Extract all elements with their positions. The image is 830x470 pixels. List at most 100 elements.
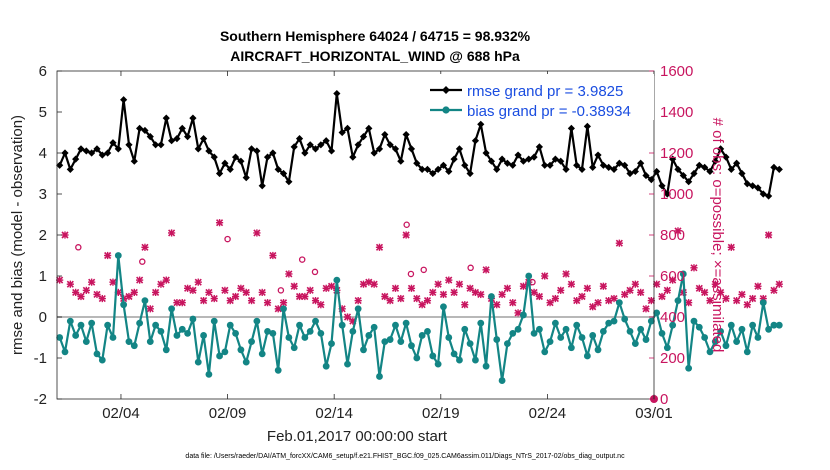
rmse-point [423,165,432,173]
rmse-point [482,149,490,157]
obs-assimilated-marker [770,286,778,294]
bias-point [615,299,623,307]
bias-point [114,252,122,259]
bias-point [573,321,581,329]
data-file-footnote: data file: /Users/raeder/DAI/ATM_forcXX/… [185,453,625,460]
bias-point [578,334,586,341]
bias-point [210,317,218,325]
bias-point [146,338,154,345]
rmse-point [594,151,602,159]
rmse-point [301,149,309,157]
rmse-point [525,155,533,163]
obs-assimilated-marker [535,292,543,301]
bias-point [434,360,442,368]
rmse-point [674,165,682,173]
obs-assimilated-marker [82,286,90,294]
rmse-point [306,141,314,149]
bias-point [312,317,319,325]
rmse-point [61,149,69,157]
rmse-point [701,163,709,171]
bias-point [93,350,101,358]
rmse-point [439,161,448,169]
obs-possible-marker [403,221,410,228]
rmse-point [503,159,512,167]
rmse-point [562,165,570,173]
rmse-point [375,145,384,153]
bias-point [418,332,426,339]
rmse-point [615,159,623,167]
obs-assimilated-marker [439,290,448,299]
obs-possible-marker [298,256,306,263]
bias-point [264,327,271,335]
y-tick-left-label: 0 [39,309,47,326]
bias-point [104,321,112,329]
bias-point [589,332,597,339]
obs-assimilated-marker [226,297,234,305]
bias-point [109,334,117,341]
obs-assimilated-marker [706,297,714,305]
obs-assimilated-marker [247,297,256,305]
rmse-point [194,145,202,153]
rmse-point [386,141,394,149]
obs-assimilated-marker [669,276,677,284]
obs-assimilated-marker [429,288,437,296]
legend-rmse-label: rmse grand pr = 3.9825 [467,83,623,100]
bias-point [136,319,144,327]
bias-point [567,344,575,352]
bias-point [456,356,463,364]
obs-assimilated-marker [322,284,330,292]
series-layer [56,89,783,384]
rmse-point [173,135,181,143]
rmse-point [690,169,698,178]
bias-point [482,362,490,370]
obs-assimilated-marker [413,294,421,303]
legend-rmse-marker [442,86,450,94]
rmse-point [653,167,661,176]
rmse-point [637,159,645,167]
bias-point [77,321,85,329]
bias-point [424,327,431,335]
bias-point [205,371,213,378]
obs-assimilated-marker [152,288,160,296]
obs-assimilated-marker [519,282,528,290]
bias-point [130,342,138,350]
bias-point [679,270,687,278]
obs-assimilated-marker [695,284,703,292]
bias-point [535,325,543,333]
bias-point [562,325,570,333]
bias-point [765,325,773,333]
y-tick-right-label: 200 [660,350,685,367]
rmse-point [258,182,266,190]
bias-point [605,319,613,327]
obs-assimilated-marker [253,229,261,237]
bias-point [488,293,495,300]
rmse-point [509,161,517,169]
obs-assimilated-marker [466,284,474,292]
rmse-point [157,141,165,149]
obs-assimilated-marker [168,229,176,237]
obs-assimilated-marker [551,294,559,303]
bias-point [269,330,277,337]
rmse-point [333,89,341,98]
obs-assimilated-marker [546,299,554,307]
bias-point [466,340,474,348]
obs-assimilated-marker [765,231,773,239]
x-axis-label: Feb.01,2017 00:00:00 start [267,428,448,445]
rmse-point [434,165,442,173]
bias-point [546,338,554,345]
rmse-point [658,182,666,190]
rmse-point [466,169,474,178]
x-tick-label: 02/09 [209,405,247,422]
rmse-point [775,165,783,173]
obs-assimilated-marker [375,243,384,251]
bias-point [360,346,367,354]
obs-assimilated-marker [104,251,112,260]
y-tick-left-label: 4 [39,145,47,162]
rmse-point [210,153,218,161]
obs-assimilated-marker [242,288,250,296]
y-tick-right-label: 800 [660,227,685,244]
bias-point [461,325,469,333]
rmse-point [722,153,730,161]
obs-assimilated-marker [205,288,213,296]
rmse-point [589,163,597,171]
